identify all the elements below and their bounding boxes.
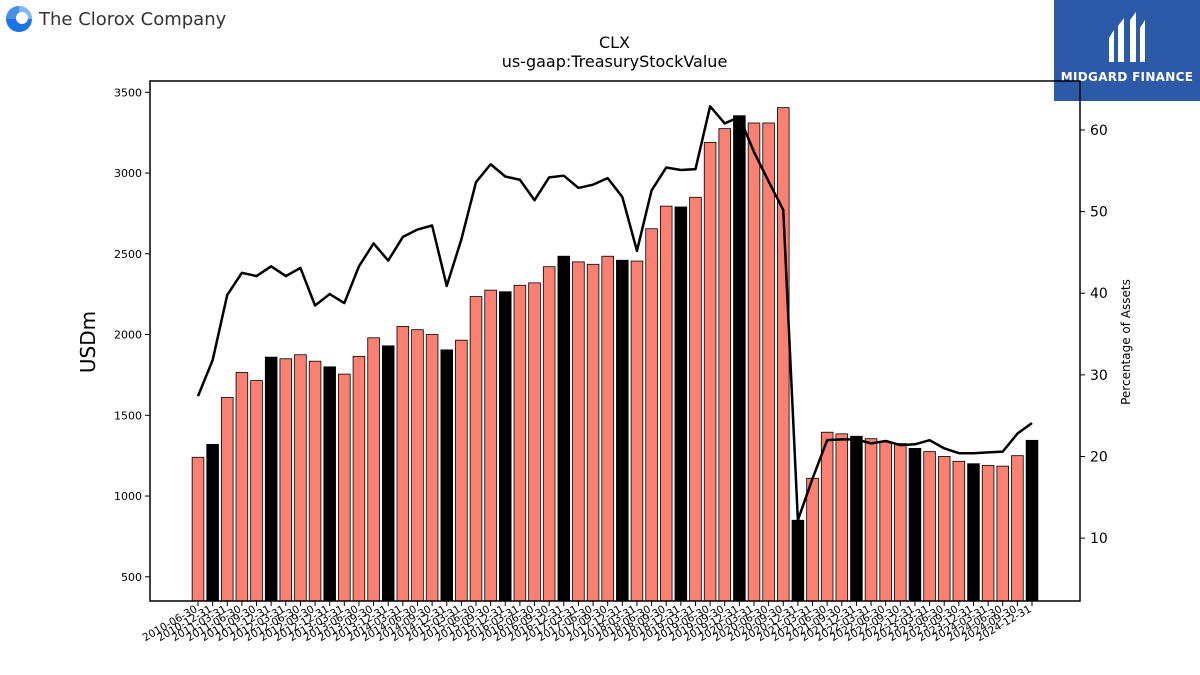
bar-2011-09-30 bbox=[250, 380, 263, 602]
bar-2018-09-30 bbox=[659, 205, 673, 602]
bar-2019-09-30 bbox=[718, 128, 731, 602]
bar-2023-06-30 bbox=[937, 456, 951, 602]
bar-2023-09-30 bbox=[952, 460, 966, 602]
y-tick-label: 1000 bbox=[114, 490, 142, 503]
bar-2024-06-30 bbox=[996, 465, 1009, 602]
chart-title-block: CLX us-gaap:TreasuryStockValue bbox=[0, 33, 1200, 71]
company-name: The Clorox Company bbox=[39, 8, 227, 30]
bar-2011-03-31 bbox=[221, 397, 234, 602]
bar-2023-12-31 bbox=[967, 463, 980, 602]
clorox-logo-icon bbox=[6, 6, 32, 32]
bar-2012-06-30 bbox=[294, 354, 307, 602]
bar-2023-03-31 bbox=[923, 451, 936, 602]
bar-2020-06-30 bbox=[762, 122, 775, 602]
bar-2013-03-31 bbox=[338, 373, 351, 602]
bar-2017-06-30 bbox=[586, 263, 600, 602]
bar-2021-03-31 bbox=[806, 477, 819, 602]
bar-2011-06-30 bbox=[235, 372, 249, 602]
y2-tick-label: 30 bbox=[1090, 368, 1108, 384]
chart-subtitle: us-gaap:TreasuryStockValue bbox=[501, 52, 728, 71]
bar-2014-09-30 bbox=[425, 334, 439, 602]
midgard-badge: MIDGARD FINANCE bbox=[1054, 0, 1200, 101]
y-axis-label: USDm bbox=[76, 311, 100, 373]
bar-2024-03-31 bbox=[981, 464, 995, 602]
y-tick-label: 2000 bbox=[114, 329, 142, 342]
bar-2014-12-31 bbox=[440, 349, 453, 602]
midgard-logo-icon bbox=[1109, 12, 1145, 62]
bar-2021-06-30 bbox=[820, 431, 834, 602]
bar-2010-06-30 bbox=[191, 456, 205, 602]
bar-2012-03-31 bbox=[279, 358, 293, 602]
bar-2016-06-30 bbox=[528, 282, 541, 602]
bar-2017-12-31 bbox=[616, 259, 629, 602]
chart-title: CLX bbox=[598, 33, 631, 52]
bar-2017-03-31 bbox=[572, 261, 585, 602]
bar-2024-12-31 bbox=[1025, 439, 1039, 602]
bar-2019-06-30 bbox=[703, 141, 717, 602]
bar-2022-06-30 bbox=[879, 441, 892, 602]
company-brand: The Clorox Company bbox=[5, 5, 226, 33]
y2-tick-label: 60 bbox=[1090, 123, 1108, 139]
bar-layer bbox=[191, 107, 1039, 602]
bar-2020-09-30 bbox=[777, 107, 790, 602]
y2-tick-label: 50 bbox=[1090, 205, 1108, 221]
bar-2020-03-31 bbox=[747, 122, 761, 602]
bar-2014-03-31 bbox=[396, 326, 410, 602]
y-tick-label: 3000 bbox=[114, 167, 142, 180]
bar-2015-09-30 bbox=[484, 289, 497, 602]
y-tick-label: 1500 bbox=[114, 409, 142, 422]
bar-2013-06-30 bbox=[352, 355, 366, 602]
bar-2015-12-31 bbox=[499, 291, 512, 602]
axes-layer: 5001000150020002500300035001020304050602… bbox=[114, 86, 1108, 644]
bar-2017-09-30 bbox=[601, 255, 614, 602]
y-tick-label: 3500 bbox=[114, 86, 142, 99]
bar-2016-03-31 bbox=[513, 284, 527, 602]
bar-2016-12-31 bbox=[557, 255, 571, 602]
bar-2012-12-31 bbox=[323, 366, 336, 602]
bar-2014-06-30 bbox=[411, 329, 424, 602]
bar-2013-12-31 bbox=[381, 345, 395, 602]
y2-tick-label: 40 bbox=[1090, 286, 1108, 302]
bar-2010-12-31 bbox=[206, 443, 219, 602]
y2-tick-label: 20 bbox=[1090, 450, 1108, 466]
bar-2022-12-31 bbox=[908, 447, 922, 602]
bar-2015-06-30 bbox=[469, 296, 483, 602]
bar-2022-03-31 bbox=[864, 438, 878, 602]
bar-2015-03-31 bbox=[455, 339, 468, 602]
y2-tick-label: 10 bbox=[1090, 531, 1108, 547]
bar-2016-09-30 bbox=[542, 266, 556, 602]
bar-2011-12-31 bbox=[264, 356, 278, 602]
bar-2012-09-30 bbox=[308, 360, 322, 602]
line-layer bbox=[196, 105, 1033, 522]
series-line-percentage-of-assets bbox=[196, 105, 1033, 522]
bar-2021-12-31 bbox=[850, 435, 863, 602]
bar-2022-09-30 bbox=[894, 443, 907, 602]
y2-axis-label: Percentage of Assets bbox=[1119, 279, 1133, 405]
plot-frame bbox=[149, 80, 1081, 602]
bar-2020-12-31 bbox=[791, 519, 805, 602]
bar-2021-09-30 bbox=[835, 433, 849, 602]
bar-2018-06-30 bbox=[645, 228, 658, 602]
badge-text: MIDGARD FINANCE bbox=[1060, 70, 1194, 84]
y-tick-label: 500 bbox=[121, 571, 142, 584]
bar-2018-03-31 bbox=[630, 260, 644, 602]
bar-2019-03-31 bbox=[689, 196, 702, 602]
bar-2024-09-30 bbox=[1011, 455, 1024, 602]
bar-2013-09-30 bbox=[367, 337, 380, 602]
y-tick-label: 2500 bbox=[114, 248, 142, 261]
bar-2019-12-31 bbox=[733, 115, 746, 602]
bar-2018-12-31 bbox=[674, 206, 688, 602]
